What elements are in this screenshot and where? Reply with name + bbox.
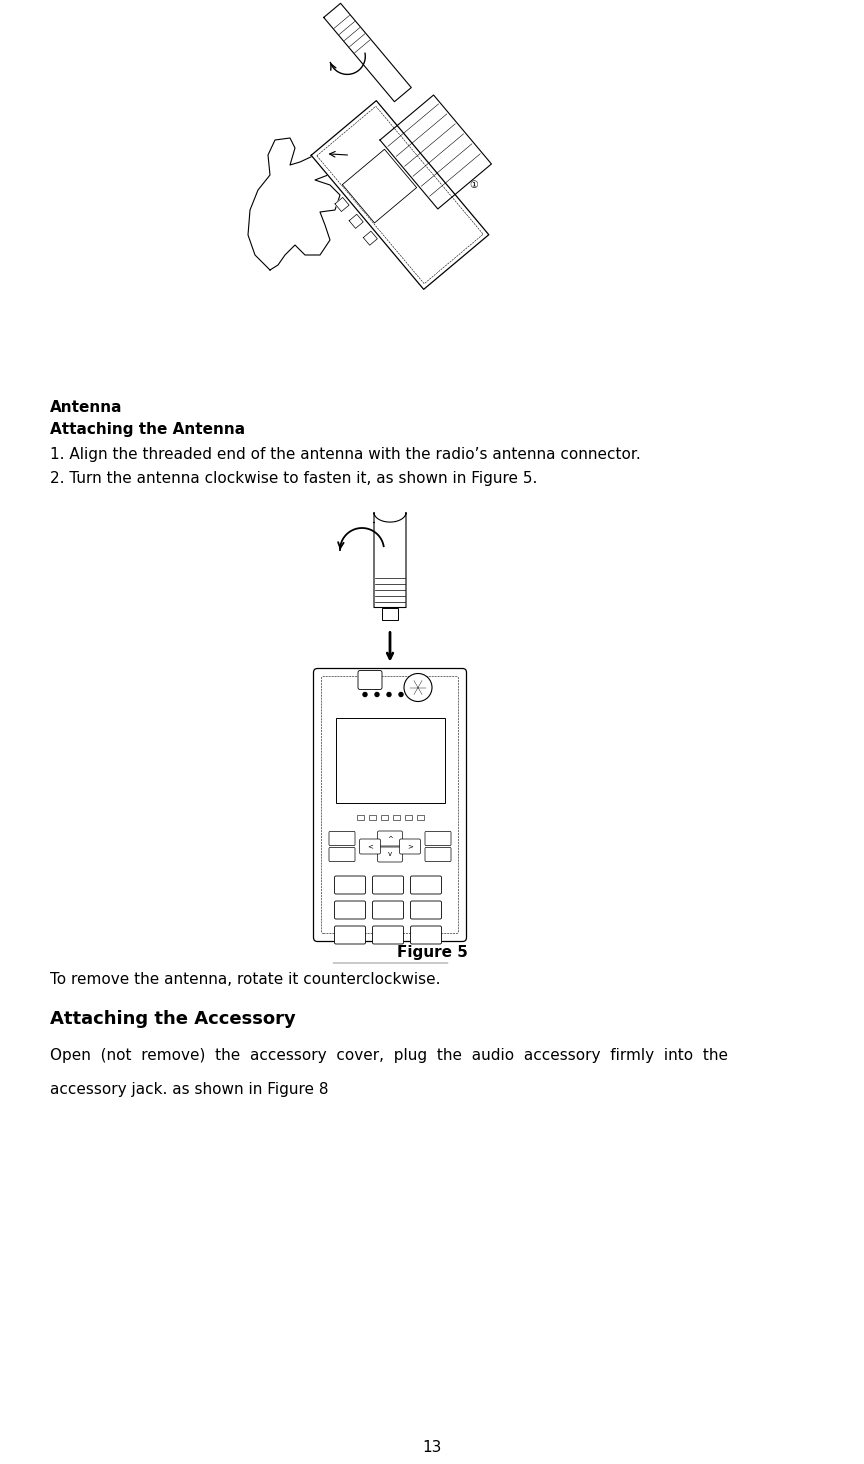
Text: 2. Turn the antenna clockwise to fasten it, as shown in Figure 5.: 2. Turn the antenna clockwise to fasten …	[50, 471, 537, 486]
FancyBboxPatch shape	[410, 900, 442, 919]
FancyBboxPatch shape	[378, 832, 403, 846]
Polygon shape	[311, 101, 489, 290]
Polygon shape	[342, 149, 416, 223]
Bar	[357, 814, 364, 820]
Polygon shape	[335, 198, 349, 211]
Text: Antenna: Antenna	[50, 400, 123, 414]
Bar	[382, 608, 398, 619]
FancyBboxPatch shape	[399, 839, 421, 854]
FancyBboxPatch shape	[372, 927, 403, 944]
Circle shape	[404, 673, 432, 701]
FancyBboxPatch shape	[425, 832, 451, 846]
Text: v: v	[388, 852, 392, 858]
FancyBboxPatch shape	[359, 839, 380, 854]
Bar	[335, 717, 444, 802]
FancyBboxPatch shape	[410, 875, 442, 895]
FancyBboxPatch shape	[329, 832, 355, 846]
Bar	[393, 814, 400, 820]
Text: Attaching the Accessory: Attaching the Accessory	[50, 1010, 295, 1028]
Polygon shape	[324, 3, 411, 101]
FancyBboxPatch shape	[334, 900, 365, 919]
Polygon shape	[349, 214, 363, 228]
FancyBboxPatch shape	[334, 875, 365, 895]
FancyBboxPatch shape	[314, 669, 467, 941]
Circle shape	[375, 692, 379, 697]
Circle shape	[399, 692, 403, 697]
Text: Attaching the Antenna: Attaching the Antenna	[50, 422, 245, 436]
Circle shape	[363, 692, 367, 697]
Polygon shape	[363, 231, 378, 246]
FancyBboxPatch shape	[329, 848, 355, 861]
FancyBboxPatch shape	[425, 848, 451, 861]
Bar	[369, 814, 376, 820]
Text: Figure 5: Figure 5	[397, 944, 467, 960]
Bar	[405, 814, 412, 820]
Text: accessory jack. as shown in Figure 8: accessory jack. as shown in Figure 8	[50, 1082, 328, 1097]
Text: ^: ^	[387, 836, 393, 842]
FancyBboxPatch shape	[334, 927, 365, 944]
Text: To remove the antenna, rotate it counterclockwise.: To remove the antenna, rotate it counter…	[50, 972, 441, 987]
Bar	[417, 814, 424, 820]
Polygon shape	[374, 512, 406, 608]
Text: Open  (not  remove)  the  accessory  cover,  plug  the  audio  accessory  firmly: Open (not remove) the accessory cover, p…	[50, 1048, 728, 1063]
Bar	[381, 814, 388, 820]
Text: >: >	[407, 843, 413, 849]
Polygon shape	[380, 95, 492, 209]
Text: ①: ①	[469, 180, 478, 190]
FancyBboxPatch shape	[358, 671, 382, 690]
Circle shape	[387, 692, 391, 697]
Text: <: <	[367, 843, 373, 849]
Text: 13: 13	[422, 1441, 442, 1455]
FancyBboxPatch shape	[372, 900, 403, 919]
Polygon shape	[248, 138, 340, 269]
Text: 1. Align the threaded end of the antenna with the radio’s antenna connector.: 1. Align the threaded end of the antenna…	[50, 447, 641, 463]
FancyBboxPatch shape	[378, 848, 403, 862]
FancyBboxPatch shape	[410, 927, 442, 944]
FancyBboxPatch shape	[372, 875, 403, 895]
